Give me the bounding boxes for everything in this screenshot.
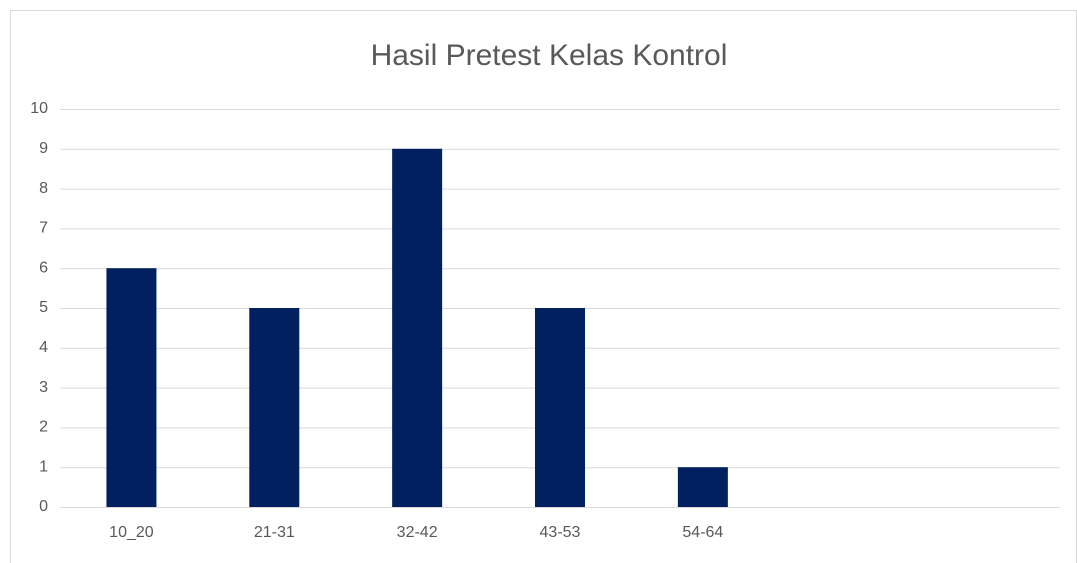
chart-title: Hasil Pretest Kelas Kontrol (371, 39, 728, 72)
y-tick-label: 3 (39, 379, 48, 396)
y-tick-label: 2 (39, 419, 48, 436)
x-tick-label: 10_20 (109, 524, 154, 541)
bar (535, 308, 585, 507)
x-tick-label: 21-31 (254, 524, 295, 541)
y-tick-label: 7 (39, 220, 48, 237)
y-tick-label: 6 (39, 259, 48, 276)
x-tick-label: 32-42 (397, 524, 438, 541)
y-tick-label: 4 (39, 339, 48, 356)
y-tick-label: 9 (39, 140, 48, 157)
y-tick-label: 0 (39, 498, 48, 515)
y-tick-label: 10 (30, 100, 48, 117)
x-tick-label: 43-53 (540, 524, 581, 541)
bar (106, 268, 157, 507)
bar (677, 467, 728, 507)
y-tick-label: 1 (39, 458, 48, 475)
bar (249, 308, 300, 507)
bar (392, 148, 443, 508)
y-tick-label: 5 (39, 299, 48, 316)
y-tick-label: 8 (39, 180, 48, 197)
x-tick-label: 54-64 (682, 524, 723, 541)
